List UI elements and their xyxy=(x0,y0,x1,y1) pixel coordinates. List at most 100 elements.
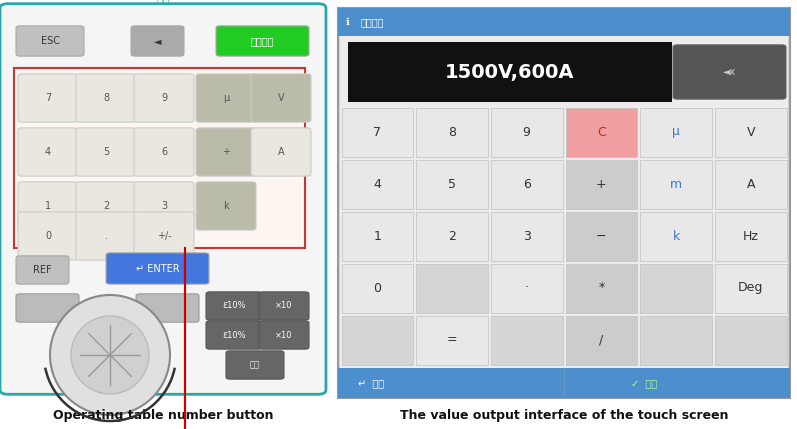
Bar xyxy=(338,8,790,36)
Text: ℹ: ℹ xyxy=(346,17,350,27)
Bar xyxy=(566,315,637,365)
FancyBboxPatch shape xyxy=(196,74,256,122)
Text: 3: 3 xyxy=(161,201,167,211)
Text: V: V xyxy=(277,93,285,103)
FancyBboxPatch shape xyxy=(206,292,262,320)
Text: ↵ ENTER: ↵ ENTER xyxy=(135,263,179,274)
FancyBboxPatch shape xyxy=(18,74,78,122)
Text: ×10: ×10 xyxy=(275,330,292,339)
FancyBboxPatch shape xyxy=(18,128,78,176)
Bar xyxy=(566,211,637,260)
Text: .: . xyxy=(104,231,108,241)
Ellipse shape xyxy=(50,295,170,415)
Text: 1500V,600A: 1500V,600A xyxy=(446,63,575,82)
Text: m: m xyxy=(670,178,682,190)
FancyBboxPatch shape xyxy=(76,182,136,230)
Text: 输出开关: 输出开关 xyxy=(251,36,274,46)
Bar xyxy=(14,68,305,248)
Bar xyxy=(416,315,488,365)
Bar xyxy=(491,108,563,157)
Bar xyxy=(715,263,787,312)
Text: μ: μ xyxy=(672,126,680,139)
FancyBboxPatch shape xyxy=(206,321,262,349)
FancyBboxPatch shape xyxy=(131,26,184,56)
FancyBboxPatch shape xyxy=(76,128,136,176)
Bar xyxy=(341,160,413,208)
Text: =: = xyxy=(446,333,457,347)
Bar xyxy=(341,211,413,260)
Bar xyxy=(491,263,563,312)
FancyBboxPatch shape xyxy=(134,212,194,260)
Text: −: − xyxy=(596,230,607,242)
Bar xyxy=(416,108,488,157)
Text: 功能: 功能 xyxy=(156,0,170,5)
FancyBboxPatch shape xyxy=(136,294,199,322)
Text: 4: 4 xyxy=(45,147,51,157)
FancyBboxPatch shape xyxy=(106,253,209,284)
Bar xyxy=(640,108,712,157)
Text: ×10: ×10 xyxy=(275,302,292,311)
Text: +/-: +/- xyxy=(157,231,171,241)
Bar xyxy=(416,160,488,208)
FancyBboxPatch shape xyxy=(196,182,256,230)
Bar xyxy=(715,108,787,157)
Bar xyxy=(640,315,712,365)
Text: 5: 5 xyxy=(448,178,456,190)
Text: A: A xyxy=(747,178,755,190)
Bar xyxy=(348,42,672,102)
Text: k: k xyxy=(673,230,680,242)
Text: ◄x: ◄x xyxy=(723,67,736,77)
Text: 2: 2 xyxy=(103,201,109,211)
Text: ✓  确定: ✓ 确定 xyxy=(631,378,657,388)
Text: The value output interface of the touch screen: The value output interface of the touch … xyxy=(400,408,728,422)
Bar xyxy=(715,211,787,260)
Text: 0: 0 xyxy=(45,231,51,241)
Text: ESC: ESC xyxy=(41,36,60,46)
Text: 5: 5 xyxy=(103,147,109,157)
FancyBboxPatch shape xyxy=(18,212,78,260)
FancyBboxPatch shape xyxy=(259,292,309,320)
Text: 1: 1 xyxy=(374,230,381,242)
Bar xyxy=(715,315,787,365)
Text: Hz: Hz xyxy=(743,230,759,242)
Text: C: C xyxy=(597,126,606,139)
Text: μ: μ xyxy=(223,93,229,103)
Bar xyxy=(640,160,712,208)
FancyBboxPatch shape xyxy=(16,294,79,322)
Text: 量値输出: 量値输出 xyxy=(360,17,384,27)
Text: 2: 2 xyxy=(448,230,456,242)
Text: +: + xyxy=(596,178,607,190)
Bar xyxy=(491,211,563,260)
Text: 9: 9 xyxy=(523,126,531,139)
Bar xyxy=(341,315,413,365)
Text: *: * xyxy=(599,281,604,294)
Bar xyxy=(566,160,637,208)
Text: 回零: 回零 xyxy=(250,360,260,369)
Ellipse shape xyxy=(71,316,149,394)
FancyBboxPatch shape xyxy=(226,351,284,379)
Text: Deg: Deg xyxy=(738,281,764,294)
Bar xyxy=(416,211,488,260)
FancyBboxPatch shape xyxy=(76,74,136,122)
Bar xyxy=(640,211,712,260)
Bar xyxy=(416,263,488,312)
Bar xyxy=(491,160,563,208)
Bar xyxy=(340,36,788,368)
Bar xyxy=(341,263,413,312)
Bar xyxy=(566,108,637,157)
Bar xyxy=(338,368,790,398)
FancyBboxPatch shape xyxy=(134,128,194,176)
FancyBboxPatch shape xyxy=(18,182,78,230)
Text: ·: · xyxy=(524,281,528,294)
Text: 9: 9 xyxy=(161,93,167,103)
Text: V: V xyxy=(747,126,755,139)
FancyBboxPatch shape xyxy=(76,212,136,260)
Bar xyxy=(341,108,413,157)
FancyBboxPatch shape xyxy=(0,4,326,394)
FancyBboxPatch shape xyxy=(134,74,194,122)
Text: 1: 1 xyxy=(45,201,51,211)
Text: REF: REF xyxy=(33,265,52,275)
Text: 7: 7 xyxy=(373,126,381,139)
FancyBboxPatch shape xyxy=(196,128,256,176)
Text: +: + xyxy=(222,147,230,157)
